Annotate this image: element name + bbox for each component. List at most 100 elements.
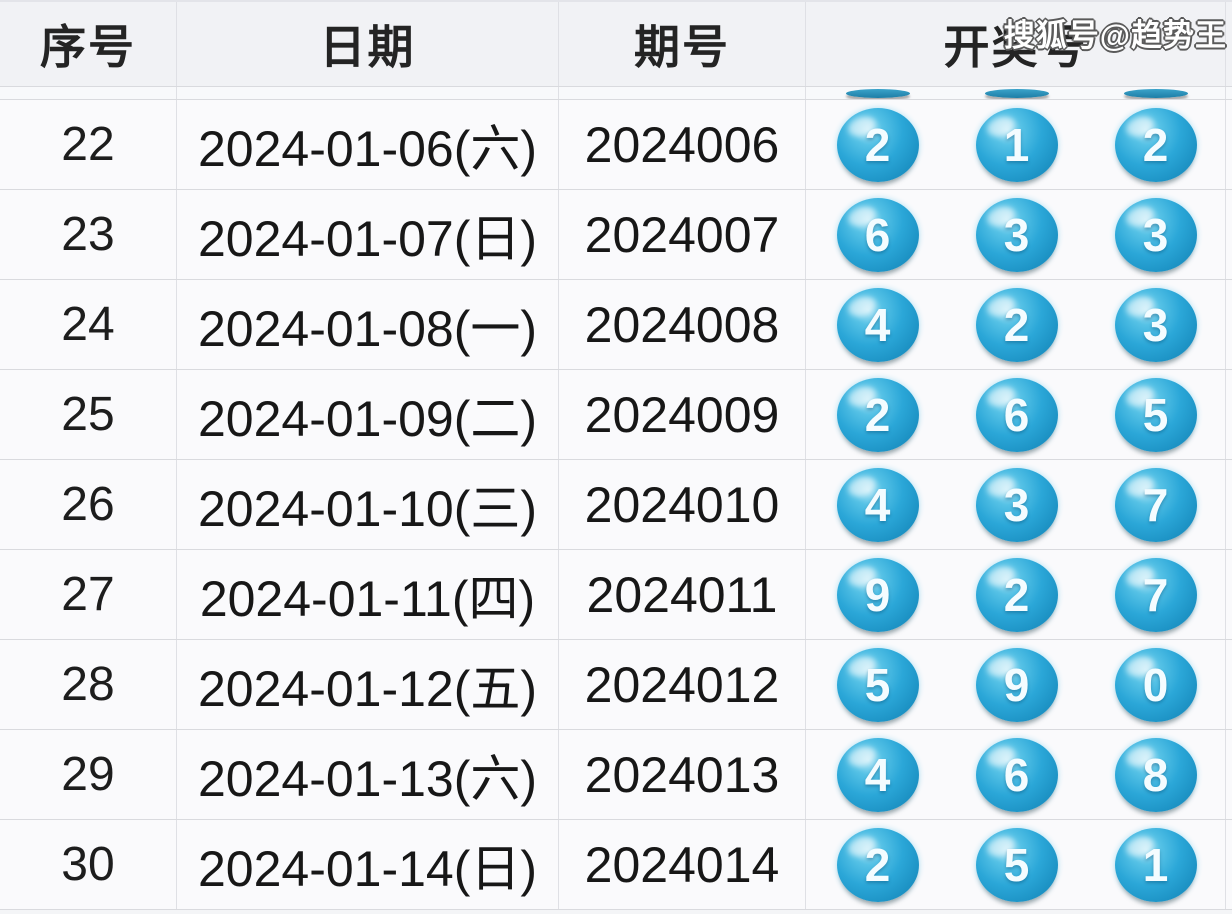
lottery-ball-icon: 8 (1114, 737, 1197, 812)
lottery-ball-icon: 5 (975, 827, 1058, 902)
lottery-ball-icon: 1 (1114, 827, 1197, 902)
issue-cell: 2024008 (559, 280, 806, 369)
lottery-ball-icon: 6 (975, 377, 1058, 452)
lottery-ball-icon: 2 (836, 377, 919, 452)
lottery-ball-icon: 3 (975, 467, 1058, 542)
ball-number: 5 (1003, 838, 1030, 891)
header-numbers: 开奖号 (806, 2, 1226, 86)
empty-cell (177, 87, 559, 99)
lottery-ball-icon: 9 (836, 557, 919, 632)
ball-slot: 3 (947, 467, 1086, 542)
ball-number: 2 (864, 118, 891, 171)
ball-slot: 6 (947, 377, 1086, 452)
seq-cell: 30 (0, 820, 177, 909)
issue-cell: 2024009 (559, 370, 806, 459)
balls-cell: 4 6 8 (806, 730, 1226, 819)
partial-ball-icon (984, 89, 1049, 98)
ball-number: 2 (1003, 568, 1030, 621)
seq-cell: 23 (0, 190, 177, 279)
partial-ball-icon (845, 89, 910, 98)
ball-slot: 1 (947, 107, 1086, 182)
issue-cell: 2024006 (559, 100, 806, 189)
header-date: 日期 (177, 2, 559, 86)
seq-cell: 24 (0, 280, 177, 369)
lottery-ball-icon: 6 (836, 197, 919, 272)
row-filler (1226, 190, 1232, 279)
lottery-ball-icon: 5 (836, 647, 919, 722)
lottery-ball-icon: 4 (836, 467, 919, 542)
table-row: 25 2024-01-09(二) 2024009 2 6 5 (0, 370, 1232, 460)
lottery-ball-icon: 2 (975, 287, 1058, 362)
table-row: 24 2024-01-08(一) 2024008 4 2 3 (0, 280, 1232, 370)
ball-slot: 3 (947, 197, 1086, 272)
ball-number: 2 (864, 838, 891, 891)
ball-number: 2 (1142, 118, 1169, 171)
ball-number: 5 (864, 658, 891, 711)
row-filler (1226, 100, 1232, 189)
ball-number: 8 (1142, 748, 1169, 801)
ball-slot: 8 (1086, 737, 1225, 812)
ball-number: 1 (1142, 838, 1169, 891)
lottery-ball-icon: 1 (975, 107, 1058, 182)
ball-number: 3 (1003, 478, 1030, 531)
row-filler (1226, 820, 1232, 909)
ball-number: 4 (864, 478, 891, 531)
ball-number: 1 (1003, 118, 1030, 171)
ball-slot (1086, 88, 1225, 98)
ball-number: 3 (1142, 208, 1169, 261)
ball-slot: 4 (808, 467, 947, 542)
ball-slot: 2 (808, 827, 947, 902)
ball-slot: 6 (808, 197, 947, 272)
ball-number: 2 (864, 388, 891, 441)
ball-slot: 7 (1086, 557, 1225, 632)
lottery-ball-icon: 3 (975, 197, 1058, 272)
ball-slot: 2 (947, 287, 1086, 362)
ball-number: 6 (1003, 748, 1030, 801)
lottery-ball-icon: 7 (1114, 467, 1197, 542)
row-filler (1226, 550, 1232, 639)
date-cell: 2024-01-06(六) (177, 100, 559, 189)
ball-number: 5 (1142, 388, 1169, 441)
date-cell: 2024-01-10(三) (177, 460, 559, 549)
partial-previous-row (0, 87, 1232, 100)
lottery-ball-icon: 6 (975, 737, 1058, 812)
lottery-ball-icon: 4 (836, 287, 919, 362)
ball-number: 7 (1142, 568, 1169, 621)
lottery-ball-icon: 2 (836, 107, 919, 182)
seq-cell: 28 (0, 640, 177, 729)
lottery-ball-icon: 2 (975, 557, 1058, 632)
seq-cell: 25 (0, 370, 177, 459)
ball-slot: 3 (1086, 287, 1225, 362)
balls-cell: 2 1 2 (806, 100, 1226, 189)
seq-cell: 29 (0, 730, 177, 819)
ball-slot: 2 (1086, 107, 1225, 182)
issue-cell: 2024007 (559, 190, 806, 279)
ball-slot: 5 (808, 647, 947, 722)
ball-number: 9 (864, 568, 891, 621)
lottery-ball-icon: 9 (975, 647, 1058, 722)
ball-slot (947, 88, 1086, 98)
date-cell: 2024-01-13(六) (177, 730, 559, 819)
ball-slot: 2 (808, 377, 947, 452)
ball-number: 6 (1003, 388, 1030, 441)
date-cell: 2024-01-07(日) (177, 190, 559, 279)
lottery-ball-icon: 7 (1114, 557, 1197, 632)
balls-cell: 4 2 3 (806, 280, 1226, 369)
ball-slot (808, 88, 947, 98)
ball-number: 3 (1142, 298, 1169, 351)
empty-cell (559, 87, 806, 99)
table-row: 2 2 2024-01-06(六) 2024006 2 1 2 (0, 100, 1232, 190)
ball-number: 3 (1003, 208, 1030, 261)
table-row: 30 2024-01-14(日) 2024014 2 5 1 (0, 820, 1232, 910)
ball-number: 9 (1003, 658, 1030, 711)
balls-cell: 6 3 3 (806, 190, 1226, 279)
balls-cell: 5 9 0 (806, 640, 1226, 729)
ball-slot: 9 (808, 557, 947, 632)
ball-slot: 7 (1086, 467, 1225, 542)
ball-number: 2 (1003, 298, 1030, 351)
seq-cell: 26 (0, 460, 177, 549)
seq-cell: 27 (0, 550, 177, 639)
row-filler (1226, 280, 1232, 369)
